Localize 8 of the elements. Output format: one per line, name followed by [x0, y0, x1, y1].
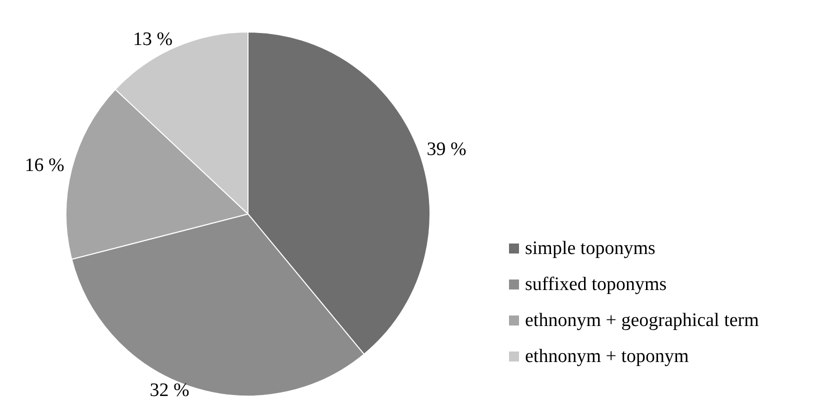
legend-label: ethnonym + toponym	[525, 346, 689, 367]
legend-label: ethnonym + geographical term	[525, 310, 760, 331]
data-label: 32 %	[150, 380, 190, 401]
legend-label: suffixed toponyms	[525, 274, 667, 295]
data-label: 39 %	[426, 139, 467, 160]
data-label: 13 %	[132, 29, 173, 50]
legend-label: simple toponyms	[525, 238, 656, 259]
data-label: 16 %	[24, 154, 65, 176]
